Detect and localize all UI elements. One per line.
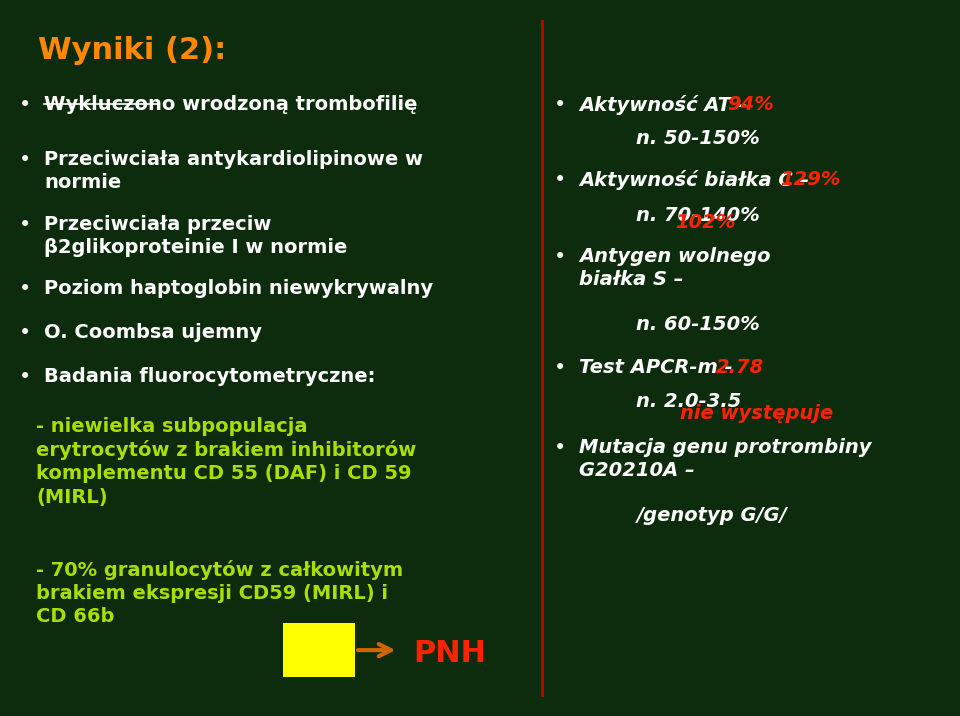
Text: •: • bbox=[554, 438, 566, 458]
Text: /genotyp G/G/: /genotyp G/G/ bbox=[636, 506, 787, 526]
Text: •: • bbox=[19, 367, 32, 387]
Text: Test APCR-m -: Test APCR-m - bbox=[579, 358, 739, 377]
Text: O. Coombsa ujemny: O. Coombsa ujemny bbox=[44, 323, 262, 342]
Text: Mutacja genu protrombiny
G20210A –: Mutacja genu protrombiny G20210A – bbox=[579, 438, 872, 480]
Bar bbox=[283, 623, 355, 677]
Text: nie występuje: nie występuje bbox=[680, 404, 833, 423]
Text: •: • bbox=[19, 95, 32, 115]
Text: •: • bbox=[19, 215, 32, 235]
Text: 94%: 94% bbox=[728, 95, 775, 114]
Text: Przeciwciała antykardiolipinowe w
normie: Przeciwciała antykardiolipinowe w normie bbox=[44, 150, 423, 192]
Text: Poziom haptoglobin niewykrywalny: Poziom haptoglobin niewykrywalny bbox=[44, 279, 433, 299]
Text: PNH: PNH bbox=[413, 639, 486, 668]
Text: •: • bbox=[19, 279, 32, 299]
Text: n. 60-150%: n. 60-150% bbox=[636, 315, 760, 334]
Text: Aktywność AT –: Aktywność AT – bbox=[579, 95, 754, 115]
Text: Wyniki (2):: Wyniki (2): bbox=[38, 36, 227, 65]
Text: Wykluczono wrodzoną trombofilię: Wykluczono wrodzoną trombofilię bbox=[44, 95, 418, 114]
Text: •: • bbox=[554, 170, 566, 190]
Text: 102%: 102% bbox=[675, 213, 735, 232]
Text: •: • bbox=[19, 150, 32, 170]
Text: n. 2.0-3.5: n. 2.0-3.5 bbox=[636, 392, 742, 412]
Text: 2.78: 2.78 bbox=[716, 358, 764, 377]
Text: Aktywność białka C –: Aktywność białka C – bbox=[579, 170, 816, 190]
Text: •: • bbox=[19, 323, 32, 343]
Text: Antygen wolnego
białka S –: Antygen wolnego białka S – bbox=[579, 247, 770, 289]
Text: - 70% granulocytów z całkowitym
brakiem ekspresji CD59 (MIRL) i
CD 66b: - 70% granulocytów z całkowitym brakiem … bbox=[36, 560, 403, 626]
Text: Badania fluorocytometryczne:: Badania fluorocytometryczne: bbox=[44, 367, 375, 386]
Text: •: • bbox=[554, 247, 566, 267]
Text: 129%: 129% bbox=[780, 170, 841, 190]
Text: Przeciwciała przeciw
β2glikoproteinie I w normie: Przeciwciała przeciw β2glikoproteinie I … bbox=[44, 215, 348, 256]
Text: - niewielka subpopulacja
erytrocytów z brakiem inhibitorów
komplementu CD 55 (DA: - niewielka subpopulacja erytrocytów z b… bbox=[36, 417, 417, 507]
Text: n. 50-150%: n. 50-150% bbox=[636, 129, 760, 148]
Text: •: • bbox=[554, 95, 566, 115]
Text: n. 70-140%: n. 70-140% bbox=[636, 206, 760, 226]
Text: •: • bbox=[554, 358, 566, 378]
